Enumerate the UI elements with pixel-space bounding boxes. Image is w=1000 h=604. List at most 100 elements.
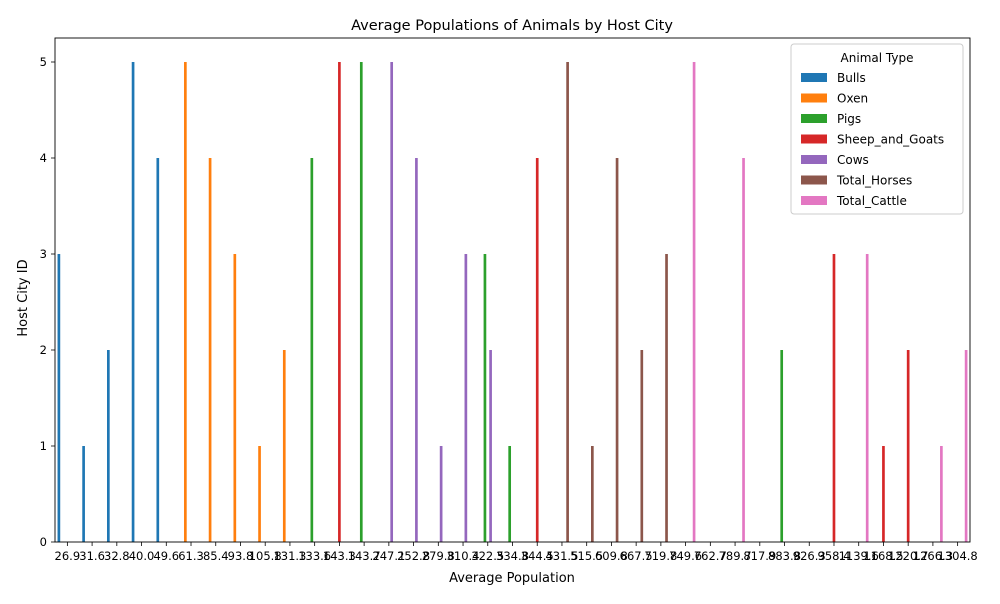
bar-sheep-and-goats-3 [882, 446, 885, 542]
x-tick-label: 279.8 [422, 549, 455, 563]
legend-label-oxen: Oxen [837, 92, 868, 106]
legend-swatch-cows [801, 155, 827, 164]
bar-total-cattle-1 [742, 158, 745, 542]
x-tick-label: 515.5 [570, 549, 603, 563]
legend-swatch-total-cattle [801, 196, 827, 205]
bar-total-horses-0 [566, 62, 569, 542]
bar-pigs-2 [483, 254, 487, 542]
bar-bulls-3 [131, 62, 135, 542]
x-tick-label: 247.1 [372, 549, 405, 563]
legend-swatch-pigs [801, 114, 827, 123]
bar-cows-0 [390, 62, 394, 542]
bar-total-cattle-4 [964, 350, 968, 542]
legend-swatch-oxen [801, 93, 827, 103]
x-tick-label: 1266.3 [913, 549, 953, 563]
bar-sheep-and-goats-2 [832, 254, 836, 542]
legend-label-cows: Cows [837, 153, 869, 167]
x-tick-label: 789.7 [719, 549, 752, 563]
bar-total-horses-3 [640, 350, 644, 542]
y-axis-label: Host City ID [16, 259, 31, 336]
bar-sheep-and-goats-0 [338, 62, 341, 542]
plot-frame [54, 37, 971, 543]
x-axis-label: Average Population [449, 571, 575, 586]
bar-cows-4 [489, 350, 492, 542]
x-tick-label: 252.8 [397, 549, 430, 563]
x-tick-label: 883.8 [768, 549, 801, 563]
x-tick-label: 40.0 [129, 549, 155, 563]
x-tick-label: 431.5 [545, 549, 578, 563]
x-tick-label: 1304.8 [938, 549, 978, 563]
bar-bulls-1 [82, 446, 85, 542]
bar-pigs-4 [780, 350, 784, 542]
x-tick-label: 334.8 [496, 549, 529, 563]
x-tick-label: 133.6 [298, 549, 331, 563]
bar-total-cattle-0 [692, 62, 696, 542]
x-tick-label: 310.4 [447, 549, 480, 563]
bar-pigs-0 [310, 158, 314, 542]
x-tick-label: 667.5 [620, 549, 653, 563]
legend-label-sheep-and-goats: Sheep_and_Goats [837, 133, 944, 147]
x-tick-label: 85.4 [203, 549, 229, 563]
x-tick-label: 49.6 [153, 549, 179, 563]
bar-pigs-1 [359, 62, 363, 542]
x-tick-label: 1139.6 [839, 549, 879, 563]
legend-label-total-horses: Total_Horses [836, 174, 912, 188]
legend-label-total-cattle: Total_Cattle [836, 194, 907, 208]
bar-oxen-1 [208, 158, 212, 542]
legend-label-pigs: Pigs [837, 112, 861, 126]
bar-total-horses-1 [591, 446, 594, 542]
x-tick-label: 958.4 [818, 549, 851, 563]
legend-box [790, 43, 964, 215]
chart-title: Average Populations of Animals by Host C… [351, 18, 673, 34]
x-tick-label: 762.7 [694, 549, 727, 563]
x-tick-label: 61.3 [178, 549, 204, 563]
legend-title: Animal Type [841, 51, 914, 65]
bar-sheep-and-goats-4 [906, 350, 910, 542]
bar-bulls-0 [57, 254, 61, 542]
x-tick-label: 719.8 [644, 549, 677, 563]
legend-swatch-bulls [801, 73, 827, 82]
bar-cows-1 [415, 158, 418, 542]
y-tick-label: 0 [40, 535, 47, 549]
x-tick-label: 143.3 [323, 549, 356, 563]
y-tick-label: 3 [40, 247, 47, 261]
x-tick-label: 143.7 [348, 549, 381, 563]
x-tick-label: 1220.7 [888, 549, 928, 563]
plot-area: 0 1 2 3 4 5 26.9 31.6 32.8 40.0 49.6 61.3 85.4 93.810… [40, 55, 978, 563]
x-tick-label: 749.6 [669, 549, 702, 563]
bar-cows-2 [439, 446, 443, 542]
x-tick-label: 93.8 [228, 549, 254, 563]
legend-label-bulls: Bulls [837, 71, 866, 85]
bar-bulls-2 [107, 350, 110, 542]
x-tick-label: 344.5 [521, 549, 554, 563]
x-tick-label: 131.3 [273, 549, 306, 563]
y-tick-label: 1 [40, 439, 47, 453]
legend-swatch-sheep-and-goats [801, 134, 827, 144]
bar-pigs-3 [508, 446, 512, 542]
x-tick-label: 31.6 [79, 549, 105, 563]
legend-swatch-total-horses [801, 175, 827, 185]
bar-oxen-2 [233, 254, 237, 542]
x-tick-label: 105.8 [249, 549, 282, 563]
bar-total-cattle-3 [940, 446, 943, 542]
y-tick-label: 5 [40, 55, 47, 69]
bar-total-horses-2 [615, 158, 619, 542]
bar-oxen-4 [282, 350, 286, 542]
bar-oxen-0 [184, 62, 187, 542]
y-tick-label: 4 [40, 151, 47, 165]
bar-sheep-and-goats-1 [535, 158, 539, 542]
x-tick-label: 26.9 [55, 549, 81, 563]
x-tick-label: 32.8 [104, 549, 130, 563]
x-tick-label: 926.3 [793, 549, 826, 563]
x-tick-label: 322.5 [471, 549, 504, 563]
bar-cows-3 [464, 254, 468, 542]
bar-oxen-3 [258, 446, 261, 542]
bar-total-cattle-2 [865, 254, 869, 542]
y-tick-label: 2 [40, 343, 47, 357]
x-tick-label: 609.8 [595, 549, 628, 563]
bar-bulls-4 [156, 158, 160, 542]
bar-total-horses-4 [665, 254, 668, 542]
legend: Animal Type Bulls Oxen Pigs Sheep_and_Goats C… [790, 43, 964, 215]
